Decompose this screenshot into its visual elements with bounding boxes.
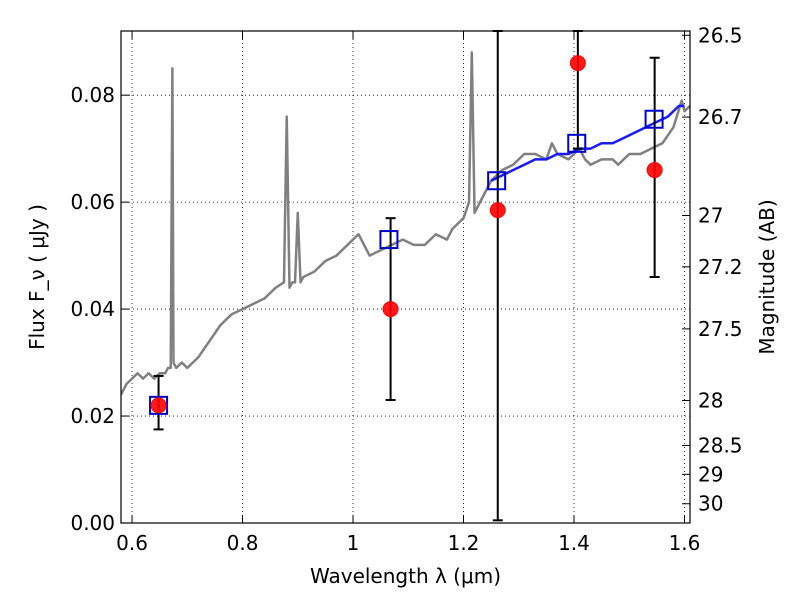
model-flux-point [379, 230, 399, 250]
plot-frame [120, 30, 691, 524]
y-tick-label: 0.06 [70, 190, 115, 214]
magnitude-tick-label: 26.5 [698, 23, 743, 47]
model-flux-point [644, 109, 664, 129]
observed-flux-point [150, 397, 167, 414]
magnitude-tick-label: 27.2 [698, 255, 743, 279]
x-tick-label: 1.4 [558, 531, 590, 555]
axes [120, 30, 691, 524]
series-layer [121, 30, 690, 522]
model-flux-point [567, 133, 587, 153]
model-flux-point [149, 395, 169, 415]
y-tick-label: 0.08 [70, 83, 115, 107]
magnitude-tick-label: 26.7 [698, 105, 743, 129]
y-axis-label-left: Flux F_ν ( μJy ) [25, 204, 49, 350]
observed-flux-point [569, 55, 586, 72]
observed-flux-point [489, 202, 506, 219]
x-tick-label: 1.6 [669, 531, 701, 555]
magnitude-tick-label: 27 [698, 204, 723, 228]
y-tick-label: 0.02 [70, 404, 115, 428]
model-flux-point [487, 171, 507, 191]
model-fit-line [490, 104, 685, 182]
y-tick-label: 0.04 [70, 297, 115, 321]
x-tick-label: 1 [347, 531, 360, 555]
x-tick-label: 1.2 [448, 531, 480, 555]
magnitude-tick-label: 27.5 [698, 317, 743, 341]
magnitude-tick-label: 29 [698, 462, 723, 486]
magnitude-tick-label: 28.5 [698, 433, 743, 457]
x-tick-label: 0.6 [116, 531, 148, 555]
observed-flux-point [646, 162, 663, 179]
x-tick-label: 0.8 [227, 531, 259, 555]
y-axis-label-right: Magnitude (AB) [755, 199, 779, 354]
magnitude-tick-label: 28 [698, 389, 723, 413]
observed-flux-point [382, 301, 399, 318]
model-spectrum-line [121, 51, 690, 396]
axis-labels: 0.6 0.8 1 1.2 1.4 1.6 0.00 0.02 0.04 0.06 0.08 26.5… [25, 23, 779, 588]
x-axis-label: Wavelength λ (μm) [310, 564, 501, 588]
magnitude-tick-label: 30 [698, 492, 723, 516]
grid [121, 31, 690, 524]
y-tick-label: 0.00 [70, 511, 115, 535]
